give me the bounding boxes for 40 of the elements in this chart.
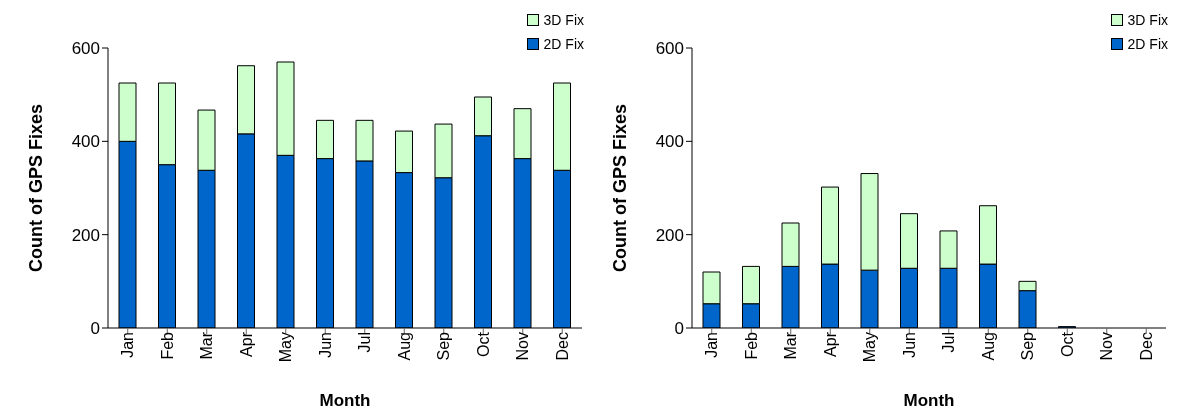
y-tick-label: 200 [655,225,684,245]
x-tick-label: Jan [703,332,721,358]
y-tick-label: 600 [71,39,100,59]
legend-label: 3D Fix [543,12,584,28]
x-tick-label: Oct [474,331,492,357]
x-tick-label: Jul [940,332,958,353]
x-tick-label: Nov [514,332,532,361]
y-tick-label: 0 [90,319,100,339]
x-tick-label: Feb [158,331,176,360]
x-tick-label: Mar [782,331,800,360]
y-axis-title: Count of GPS Fixes [610,103,631,273]
x-tick-label: Jun [900,332,918,358]
x-tick-label: Nov [1098,332,1116,361]
y-tick-label: 600 [655,39,684,59]
legend-label: 2D Fix [1127,36,1168,52]
y-tick-label: 400 [655,132,684,152]
x-tick-label: Feb [742,331,760,360]
x-tick-label: May [861,332,879,363]
y-tick-label: 0 [674,319,684,339]
x-tick-label: Aug [979,332,997,361]
y-tick-label: 400 [71,132,100,152]
legend-label: 3D Fix [1127,12,1168,28]
x-tick-label: Jan [119,332,137,358]
x-tick-label: Jul [356,332,374,353]
legend-label: 2D Fix [543,36,584,52]
x-axis-title: Month [903,391,955,408]
y-axis-title: Count of GPS Fixes [26,103,47,273]
x-tick-label: Dec [553,332,571,361]
x-tick-label: Oct [1058,331,1076,357]
y-tick-label: 200 [71,225,100,245]
x-axis-title: Month [319,391,371,408]
x-tick-label: May [277,332,295,363]
x-tick-label: Jun [316,332,334,358]
x-tick-label: Sep [435,331,453,361]
x-tick-label: Apr [237,331,255,357]
x-tick-label: Sep [1019,331,1037,361]
x-tick-label: Dec [1137,332,1155,361]
x-tick-label: Apr [821,331,839,357]
x-tick-label: Aug [395,332,413,361]
x-tick-label: Mar [198,331,216,360]
